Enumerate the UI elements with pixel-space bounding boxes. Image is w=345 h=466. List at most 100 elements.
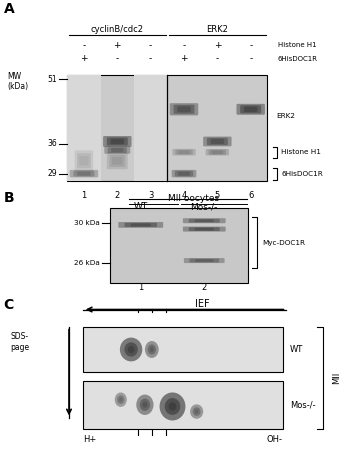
Bar [83, 381, 283, 429]
Bar [134, 75, 167, 181]
FancyBboxPatch shape [240, 105, 261, 113]
Text: H+: H+ [83, 435, 96, 445]
FancyBboxPatch shape [183, 226, 226, 232]
FancyBboxPatch shape [177, 106, 191, 112]
FancyBboxPatch shape [79, 156, 89, 165]
Ellipse shape [169, 402, 176, 411]
FancyBboxPatch shape [189, 259, 219, 262]
FancyBboxPatch shape [178, 171, 190, 176]
Ellipse shape [136, 395, 154, 415]
Ellipse shape [150, 347, 154, 352]
Text: MII oocytes: MII oocytes [168, 194, 219, 203]
Ellipse shape [119, 397, 122, 402]
Ellipse shape [190, 404, 203, 419]
Text: -: - [183, 41, 186, 50]
Text: 30 kDa: 30 kDa [74, 220, 100, 226]
Ellipse shape [124, 343, 138, 356]
Text: 51: 51 [47, 75, 57, 84]
Text: 1: 1 [81, 191, 87, 199]
FancyBboxPatch shape [203, 137, 231, 146]
Text: 29: 29 [47, 169, 57, 178]
Ellipse shape [117, 395, 124, 404]
Text: Mos-/-: Mos-/- [190, 202, 218, 212]
FancyBboxPatch shape [195, 259, 214, 262]
FancyBboxPatch shape [107, 137, 128, 145]
Text: +: + [114, 41, 121, 50]
FancyBboxPatch shape [104, 146, 130, 154]
FancyBboxPatch shape [131, 223, 151, 226]
Ellipse shape [195, 410, 199, 414]
Text: -: - [149, 54, 152, 63]
Text: ERK2: ERK2 [206, 25, 228, 34]
Bar [67, 75, 101, 181]
Bar [83, 327, 283, 372]
FancyBboxPatch shape [170, 103, 198, 116]
FancyBboxPatch shape [110, 139, 124, 144]
Ellipse shape [159, 392, 186, 420]
FancyBboxPatch shape [206, 149, 229, 156]
Bar [110, 208, 248, 283]
Text: Histone H1: Histone H1 [278, 42, 316, 48]
FancyBboxPatch shape [175, 171, 193, 177]
Text: Mos-/-: Mos-/- [290, 400, 315, 409]
Text: -: - [116, 54, 119, 63]
Text: 3: 3 [148, 191, 153, 199]
Text: 1: 1 [138, 283, 144, 293]
Text: Histone H1: Histone H1 [281, 150, 321, 156]
FancyBboxPatch shape [70, 170, 98, 178]
Text: +: + [214, 41, 221, 50]
FancyBboxPatch shape [112, 157, 122, 164]
FancyBboxPatch shape [209, 150, 226, 155]
FancyBboxPatch shape [207, 138, 228, 145]
Text: A: A [3, 2, 14, 16]
Text: 6HisDOC1R: 6HisDOC1R [281, 171, 323, 177]
Text: +: + [80, 54, 88, 63]
Text: 26 kDa: 26 kDa [74, 260, 100, 266]
FancyBboxPatch shape [111, 148, 124, 152]
FancyBboxPatch shape [118, 222, 163, 228]
Ellipse shape [165, 398, 180, 415]
FancyBboxPatch shape [195, 219, 214, 222]
Ellipse shape [193, 407, 200, 416]
Text: -: - [249, 41, 252, 50]
Text: 6HisDOC1R: 6HisDOC1R [278, 55, 318, 62]
Text: -: - [249, 54, 252, 63]
FancyBboxPatch shape [184, 258, 225, 263]
Bar [67, 75, 267, 181]
FancyBboxPatch shape [189, 227, 220, 231]
Text: 4: 4 [181, 191, 187, 199]
Text: 6: 6 [248, 191, 253, 199]
Text: -: - [216, 54, 219, 63]
Ellipse shape [148, 344, 156, 355]
FancyBboxPatch shape [183, 218, 226, 223]
Ellipse shape [145, 341, 159, 358]
FancyBboxPatch shape [107, 152, 128, 169]
Ellipse shape [142, 402, 148, 408]
Text: WT: WT [134, 202, 148, 212]
Text: +: + [180, 54, 188, 63]
FancyBboxPatch shape [73, 171, 95, 177]
FancyBboxPatch shape [195, 228, 214, 230]
Text: MW
(kDa): MW (kDa) [7, 72, 28, 91]
Text: IEF: IEF [195, 299, 209, 309]
FancyBboxPatch shape [172, 170, 196, 178]
FancyBboxPatch shape [77, 153, 91, 168]
Text: 5: 5 [215, 191, 220, 199]
Ellipse shape [128, 346, 135, 353]
FancyBboxPatch shape [103, 136, 131, 147]
Ellipse shape [140, 398, 150, 411]
Text: SDS-
page: SDS- page [10, 332, 29, 351]
FancyBboxPatch shape [77, 171, 91, 176]
FancyBboxPatch shape [244, 107, 257, 112]
Text: 2: 2 [201, 283, 207, 293]
Text: Myc-DOC1R: Myc-DOC1R [262, 240, 305, 246]
Text: B: B [3, 191, 14, 205]
Text: -: - [149, 41, 152, 50]
FancyBboxPatch shape [109, 155, 125, 167]
Ellipse shape [120, 337, 142, 362]
FancyBboxPatch shape [211, 139, 224, 144]
FancyBboxPatch shape [189, 219, 220, 223]
FancyBboxPatch shape [75, 151, 93, 171]
FancyBboxPatch shape [174, 105, 195, 114]
Text: C: C [3, 298, 14, 312]
